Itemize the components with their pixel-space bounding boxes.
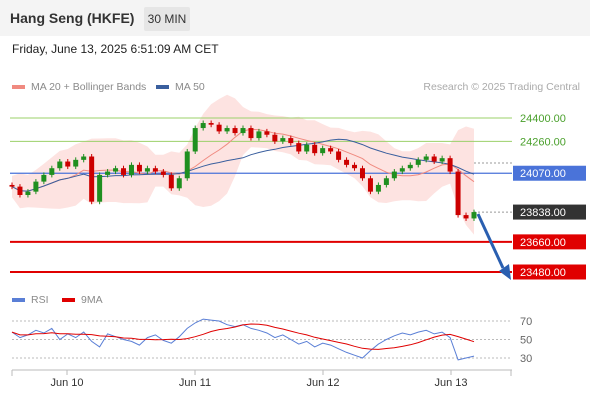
candle-body-18 [152,168,158,172]
candle-body-10 [89,156,95,202]
legend-ma20: MA 20 + Bollinger Bands [12,81,146,93]
candle-body-39 [320,148,326,154]
price-label-5: 23480.00 [520,267,566,279]
candle-body-20 [168,174,174,189]
credit-text: Research © 2025 Trading Central [423,81,580,93]
candle-body-41 [336,151,342,160]
candle-body-0 [9,184,15,187]
candle-body-12 [105,171,111,175]
candle-body-7 [65,161,71,167]
candle-body-38 [312,144,318,154]
candle-body-31 [256,131,262,139]
ma9-swatch [62,298,75,303]
candle-body-24 [200,123,206,129]
rsi-swatch [12,298,25,303]
price-label-4: 23660.00 [520,237,566,249]
candle-body-35 [288,138,294,144]
candle-body-17 [144,168,150,172]
candle-body-29 [240,128,246,134]
candle-body-42 [344,159,350,165]
candle-body-50 [407,164,413,169]
instrument-title: Hang Seng (HKFE) [10,10,135,26]
price-label-0: 24400.00 [520,113,566,125]
candle-body-8 [73,159,79,167]
candle-body-55 [447,158,453,172]
ma20-swatch [12,85,25,90]
candle-body-28 [232,128,238,134]
legend-rsi-label: RSI [31,294,49,306]
candle-body-52 [423,156,429,160]
bollinger-band [12,94,474,235]
price-label-3: 23838.00 [520,207,566,219]
candle-body-27 [224,128,230,132]
price-label-bg-2 [513,165,586,181]
price-label-bg-3 [513,204,586,220]
price-label-2: 24070.00 [520,168,566,180]
candle-body-14 [121,168,127,175]
candle-body-3 [33,181,39,192]
datetime-label: Friday, June 13, 2025 6:51:09 AM CET [12,42,219,56]
candle-body-19 [160,171,166,175]
candle-body-43 [352,164,358,169]
rsi-level-label-0: 70 [520,316,532,328]
candle-body-33 [272,134,278,142]
candle-body-40 [328,148,334,152]
candle-body-47 [383,178,389,185]
ma50-swatch [156,85,169,90]
candle-body-11 [97,174,103,202]
timeframe-button[interactable]: 30 MIN [144,7,190,31]
candle-body-44 [359,168,365,179]
price-label-1: 24260.00 [520,136,566,148]
candle-body-15 [128,164,134,175]
candle-body-57 [463,215,469,219]
x-tick-label-1: Jun 11 [179,377,211,389]
candle-body-53 [431,156,437,162]
candle-body-23 [192,128,198,152]
candle-body-1 [17,186,23,195]
candle-body-25 [208,123,214,125]
legend-9ma: 9MA [62,294,103,306]
candle-body-51 [415,159,421,165]
candle-body-5 [49,168,55,175]
price-label-bg-5 [513,264,586,280]
candle-body-56 [455,171,461,216]
candle-body-54 [439,158,445,162]
candle-body-16 [136,164,142,172]
candle-body-4 [41,174,47,182]
candle-body-2 [25,191,31,195]
rsi-9ma-line [11,323,475,350]
candle-body-49 [399,168,405,172]
candle-body-36 [296,143,302,152]
candle-body-46 [375,184,381,192]
candle-body-32 [264,131,270,135]
rsi-level-label-2: 30 [520,353,532,365]
legend-ma20-label: MA 20 + Bollinger Bands [31,81,147,93]
rsi-level-label-1: 50 [520,335,532,347]
candle-body-30 [248,128,254,139]
candle-body-13 [113,168,119,172]
candle-body-26 [216,124,222,132]
candle-body-21 [176,178,182,189]
legend-ma50-label: MA 50 [175,81,205,93]
legend-9ma-label: 9MA [81,294,103,306]
ma50-line [11,138,475,192]
candle-body-37 [304,144,310,152]
x-tick-label-3: Jun 13 [434,377,467,389]
forecast-arrow-head [499,264,511,280]
chart-header: Hang Seng (HKFE) 30 MIN [0,0,590,36]
x-tick-label-0: Jun 10 [50,377,83,389]
candle-body-22 [184,151,190,179]
candle-body-48 [391,171,397,179]
candle-body-9 [81,156,87,160]
x-tick-label-2: Jun 12 [306,377,339,389]
legend-ma50: MA 50 [156,81,205,93]
candle-body-6 [57,161,63,169]
candle-body-58 [471,212,477,219]
candle-body-45 [367,178,373,192]
forecast-arrow-shaft [476,213,505,269]
price-label-bg-4 [513,234,586,250]
candle-body-34 [280,138,286,142]
legend-rsi: RSI [12,294,49,306]
